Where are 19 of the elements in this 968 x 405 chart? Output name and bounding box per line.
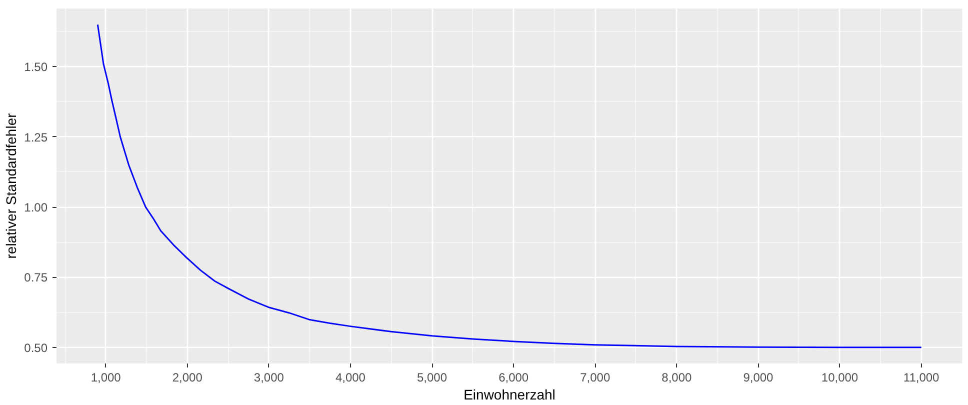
- x-tick-label: 9,000: [743, 370, 774, 384]
- y-tick-label: 1.00: [24, 200, 48, 215]
- y-tick-label: 1.50: [24, 60, 48, 74]
- x-tick-label: 11,000: [903, 370, 940, 384]
- x-tick-label: 10,000: [821, 370, 858, 384]
- y-tick-label: 1.25: [24, 130, 48, 144]
- y-tick-label: 0.75: [24, 270, 48, 285]
- x-axis-title: Einwohnerzahl: [464, 386, 556, 402]
- y-axis-title: relativer Standardfehler: [3, 112, 20, 259]
- x-tick-label: 3,000: [254, 370, 284, 384]
- line-series: [96, 24, 922, 348]
- x-tick-label: 6,000: [498, 370, 529, 384]
- x-tick-label: 4,000: [335, 370, 366, 384]
- x-tick-label: 7,000: [580, 370, 610, 384]
- x-tick-label: 8,000: [662, 370, 692, 384]
- y-tick-label: 0.50: [24, 340, 48, 355]
- x-tick-label: 2,000: [172, 370, 203, 384]
- x-tick-label: 5,000: [417, 370, 448, 384]
- x-tick-label: 1,000: [90, 370, 122, 384]
